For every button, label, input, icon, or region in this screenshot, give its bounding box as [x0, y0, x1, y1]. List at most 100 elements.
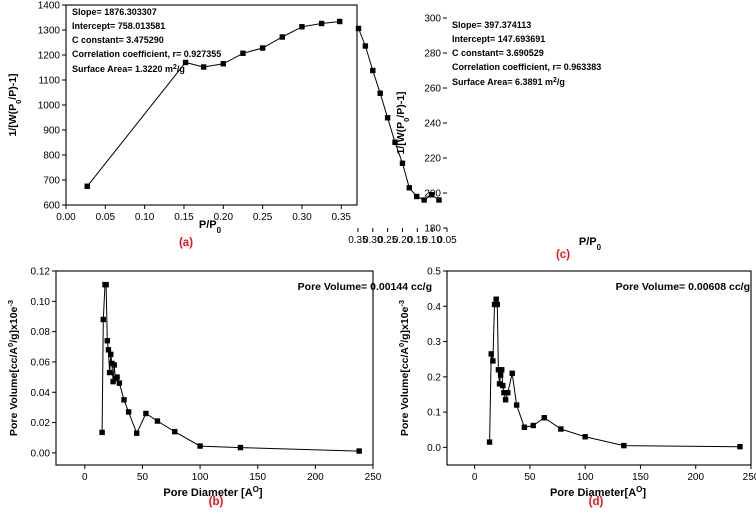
data-point [299, 24, 305, 30]
data-point [497, 372, 504, 378]
data-point [121, 397, 127, 403]
y-axis-label-text: 1/[W(P [7, 104, 19, 137]
data-point [541, 415, 547, 421]
x-tick-label: 0.35 [348, 235, 368, 246]
panel-d: 0 50 100 150 200 250 0.0 0.1 0.2 0.3 0.4 0.5 Pore Di… [397, 267, 756, 509]
data-point [370, 67, 376, 74]
y-tick-label: 0.10 [31, 297, 51, 308]
pore-volume-annotation: Pore Volume= 0.00608 cc/g [616, 281, 750, 293]
panel-c: 0.050.100.150.200.250.300.35 180 2 0 0 220 240… [348, 14, 601, 262]
y-tick-label: 0.04 [31, 388, 51, 399]
x-axis-label-tail: ] [259, 487, 263, 499]
annotation-c-constant: C constant= 3.475290 [72, 35, 164, 45]
data-point [100, 316, 106, 323]
data-point [399, 160, 406, 166]
data-point [495, 367, 502, 373]
surface-area-unit: /g [557, 77, 565, 87]
y-tick-label: 0.06 [31, 357, 51, 368]
data-point [501, 389, 507, 396]
data-point [502, 397, 509, 403]
x-tick-label: 50 [137, 472, 149, 483]
x-tick-label: 150 [249, 472, 266, 483]
x-tick-label: 0.30 [363, 235, 383, 246]
x-tick-label: 150 [632, 472, 649, 483]
x-tick-label: 0.25 [253, 212, 273, 223]
x-tick-label: 250 [743, 472, 756, 483]
data-point [490, 358, 496, 364]
y-axis-label-tail: /P)-1] [7, 73, 19, 99]
y-tick-label: 1200 [38, 51, 61, 62]
panel-label: (d) [589, 496, 604, 508]
data-point [494, 301, 500, 308]
x-axis-label-tail: ] [642, 487, 646, 499]
data-point [377, 90, 383, 96]
data-point [133, 430, 140, 436]
x-axis-label-text: Pore Diameter [A [163, 487, 252, 499]
data-point [414, 193, 420, 200]
data-point [106, 369, 113, 376]
annotation-c-constant: C constant= 3.690529 [452, 48, 544, 58]
data-point [362, 43, 369, 49]
y-tick-label: 1300 [38, 26, 61, 37]
y-tick-label: 180 [424, 224, 441, 235]
series-line [86, 21, 340, 187]
y-tick-label: 0.4 [427, 302, 441, 313]
x-tick-label: 0.10 [422, 235, 442, 246]
y-tick-label: 0.00 [31, 448, 51, 459]
y-axis-label-sup: 0 [6, 343, 15, 347]
x-tick-label: 0.05 [437, 235, 457, 246]
y-tick-label: 0.0 [427, 443, 441, 454]
annotation-correlation: Correlation coefficient, r= 0.963383 [452, 62, 601, 72]
y-tick-label: 0.5 [427, 267, 441, 278]
x-tick-label: 0.20 [393, 235, 413, 246]
y-axis-label-exp: -3 [397, 300, 406, 307]
data-point [104, 338, 110, 344]
annotation-slope: Slope= 1876.303307 [72, 7, 157, 17]
y-tick-label: 220 [424, 154, 441, 165]
surface-area-unit: /g [177, 64, 185, 74]
x-tick-label: 0.35 [332, 212, 352, 223]
x-tick-label: 0.15 [174, 212, 194, 223]
data-point [499, 367, 505, 373]
data-point [237, 444, 244, 451]
x-axis-label-text: P/P [579, 236, 597, 248]
data-point [108, 351, 114, 358]
data-point [428, 192, 435, 198]
x-axis-label: Pore Diameter[AO] [550, 485, 646, 500]
data-point [105, 347, 112, 353]
data-point [582, 434, 588, 440]
surface-area-sup: 2 [173, 64, 177, 71]
data-point [116, 380, 123, 386]
data-point [500, 382, 506, 389]
x-tick-label: 250 [365, 472, 382, 483]
data-point [125, 409, 132, 415]
x-axis-label: P/P0 [579, 236, 602, 252]
annotation-slope: Slope= 397.374113 [452, 20, 531, 30]
data-point [259, 45, 266, 51]
y-axis-label-text: Pore Volume[cc/A [8, 347, 20, 436]
x-axis-label-sub: 0 [217, 226, 222, 235]
y-tick-label: 240 [424, 119, 441, 130]
data-point [491, 301, 498, 308]
surface-area-text: Surface Area= 1.3220 m [72, 64, 173, 74]
data-point [279, 34, 285, 40]
x-axis-label-sub: 0 [597, 243, 602, 252]
x-axis-label: P/P0 [199, 219, 222, 235]
x-tick-label: 0.25 [378, 235, 398, 246]
data-point [513, 402, 520, 408]
y-tick-label: 260 [424, 84, 441, 95]
y-axis-label: 1/[W(P0/P)-1] [7, 73, 23, 136]
data-point [421, 197, 427, 203]
data-point [509, 370, 515, 376]
panel-label: (c) [556, 249, 570, 261]
x-tick-label: 200 [307, 472, 324, 483]
y-tick-label: 0.2 [427, 372, 441, 383]
annotation-intercept: Intercept= 758.013581 [72, 21, 165, 31]
y-axis-label-tail: /g]x10e [399, 306, 411, 342]
y-tick-label: 0.12 [31, 267, 51, 278]
y-tick-label: 0.08 [31, 327, 51, 338]
y-tick-label: 600 [43, 201, 60, 212]
plot-frame [446, 270, 752, 466]
data-point [521, 424, 528, 430]
data-point [111, 362, 117, 368]
